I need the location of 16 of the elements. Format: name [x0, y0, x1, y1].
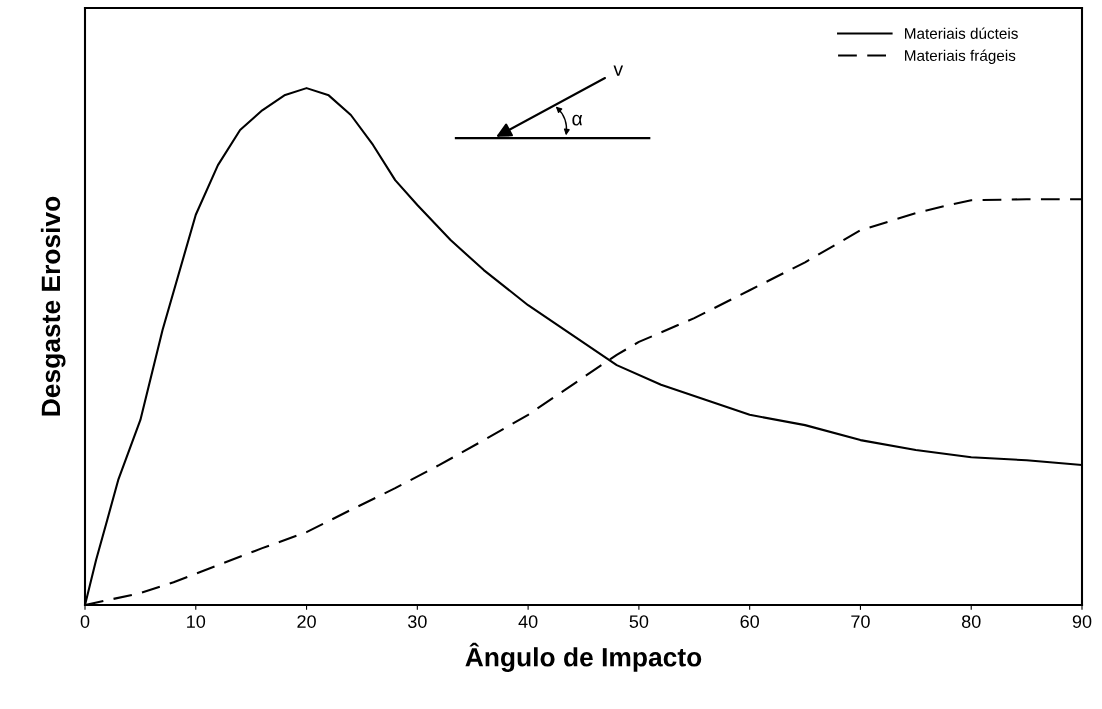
x-tick-label: 0 [80, 615, 90, 628]
x-tick-label: 40 [518, 615, 538, 628]
x-tick-label: 70 [851, 615, 870, 628]
y-axis-title: Desgaste Erosivo [40, 196, 66, 416]
x-tick-label: 10 [187, 615, 206, 628]
annotation: α [572, 114, 583, 126]
legend-label: Materiais dúcteis [905, 27, 1018, 39]
x-axis-title: Ângulo de Impacto [465, 642, 702, 672]
text: v [613, 65, 624, 76]
x-tick-label: 90 [1072, 615, 1092, 628]
x-tick-label: 20 [297, 615, 316, 628]
x-tick-label: 30 [407, 615, 427, 628]
x-tick-label: 60 [740, 615, 759, 628]
x-tick-label: 80 [961, 615, 981, 628]
x-tick-label: 50 [629, 615, 649, 628]
legend-label: Materiais frágeis [905, 49, 1016, 65]
